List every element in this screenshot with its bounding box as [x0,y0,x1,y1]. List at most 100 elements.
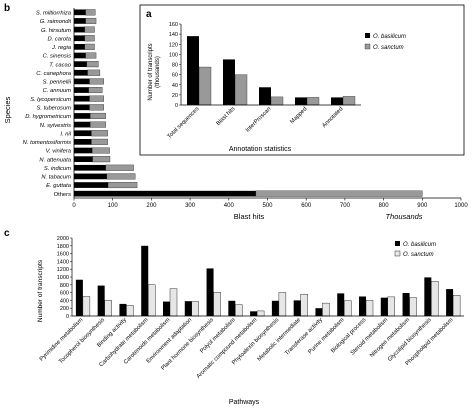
c-bar-basilicum [337,293,345,316]
c-legend: O. basilicum O. sanctum [394,241,436,258]
panel-c-pathways: c Number of transcripts Pathways Pyrimid… [4,228,464,406]
b-x-tick-label: 800 [379,203,390,209]
c-bar-basilicum [359,296,366,316]
b-bar-basilicum [74,69,88,76]
c-bar-sanctum [169,288,178,317]
b-category-label: C. annuum [43,88,72,94]
c-bar-basilicum [206,268,214,316]
c-bar-sanctum [104,300,112,317]
b-category-label: I. nil [60,131,71,137]
c-bar-basilicum [380,297,388,316]
c-y-tick-label: 1800 [57,244,69,250]
a-legend-swatch-sanctum [364,43,371,50]
c-bar-sanctum [431,281,439,317]
b-bar-basilicum [74,95,90,102]
c-bar-sanctum [300,293,308,317]
c-y-tick-label: 800 [60,283,69,289]
a-y-tick-label: 60 [172,73,178,79]
c-bar-basilicum [228,300,236,316]
c-category-label: Phospholipid metabolism [405,317,455,367]
c-bar-basilicum [97,285,105,316]
b-bar-sanctum [107,182,138,189]
b-bar-sanctum [89,78,104,85]
b-bar-sanctum [90,112,106,119]
c-bar-sanctum [365,300,374,317]
c-bar-basilicum [184,301,192,316]
c-category-label: Glycolipid biosynthesis [387,317,433,363]
b-bar-sanctum [90,121,106,128]
b-bar-basilicum [74,113,91,119]
b-x-tick-label: 100 [108,203,119,209]
panel-label-b: b [4,3,10,14]
b-category-label: N. tabacum [41,175,71,181]
a-title: Annotation statistics [229,146,292,153]
c-legend-swatch-basilicum [395,241,400,246]
c-bar-basilicum [250,311,258,316]
b-bar-sanctum [85,17,97,24]
a-bar-sanctum [234,74,248,106]
a-bar-basilicum [187,36,199,105]
b-bar-basilicum [74,164,106,171]
c-bar-sanctum [82,296,91,317]
b-bar-sanctum [105,164,134,171]
c-bar-sanctum [148,284,156,317]
b-ylabel: Species [3,96,12,123]
a-bar-basilicum [331,97,343,105]
b-bar-basilicum [74,18,86,24]
a-y-tick-label: 100 [169,52,178,58]
c-bar-sanctum [452,295,461,317]
b-bar-basilicum [74,130,92,137]
b-category-label: S. lycopersicum [30,97,71,103]
c-y-tick-label: 600 [60,291,69,297]
c-legend-label-basilicum: O. basilicum [403,242,436,248]
b-bar-sanctum [87,69,101,76]
b-bar-basilicum [74,173,107,180]
a-legend: O. basilicum O. sanctum [364,33,406,51]
b-category-label: D. carota [47,36,71,42]
c-bar-basilicum [271,300,279,316]
c-bar-basilicum [315,308,323,316]
b-x-tick-label: 400 [224,203,235,209]
b-category-label: T. cacao [49,62,71,68]
a-bars [187,36,356,106]
b-bar-sanctum [91,130,108,137]
b-unit-label: Thousands [385,212,422,221]
b-x-tick-label: 300 [185,203,196,209]
a-ylabel-line1: Number of transcripts [148,43,154,100]
c-bar-basilicum [119,303,127,316]
a-bar-sanctum [270,96,284,106]
b-bar-sanctum [89,95,104,102]
b-category-label: S. tuberosum [37,106,72,112]
c-y-tick-label: 2000 [57,236,69,242]
c-y-tick-label: 0 [66,314,69,320]
b-x-tick-label: 0 [72,203,76,209]
b-bar-basilicum [74,139,92,145]
b-bar-sanctum [84,35,95,42]
c-bar-basilicum [293,300,301,316]
a-legend-swatch-basilicum [365,33,370,38]
c-category-label: Nitrogen metabolism [369,317,411,359]
b-x-tick-label: 1000 [454,203,468,209]
b-category-label: C. canephora [36,71,72,77]
c-legend-swatch-sanctum [394,250,401,257]
c-bar-sanctum [322,302,330,317]
b-bar-sanctum [89,104,104,111]
c-y-tick-label: 1000 [57,275,69,281]
b-category-label: J. regia [51,45,72,51]
b-bars [74,9,423,197]
b-bar-basilicum [74,44,85,50]
panel-a-annotation-statistics: a Annotation statistics Number of transc… [139,4,465,156]
c-category-label: Metabolic intermediate [257,317,302,362]
b-bar-basilicum [74,52,86,59]
a-bar-basilicum [259,87,271,105]
c-category-label: Steroid metabolism [350,317,389,356]
b-bar-basilicum [74,61,87,67]
b-x-tick-label: 700 [340,203,351,209]
c-legend-label-sanctum: O. sanctum [403,252,434,258]
b-bar-sanctum [84,43,95,50]
c-bar-sanctum [191,301,199,317]
c-bar-sanctum [235,304,243,317]
b-category-label: N. tomentosiformis [23,140,71,146]
b-bar-basilicum [74,26,85,33]
c-bars [75,245,461,317]
